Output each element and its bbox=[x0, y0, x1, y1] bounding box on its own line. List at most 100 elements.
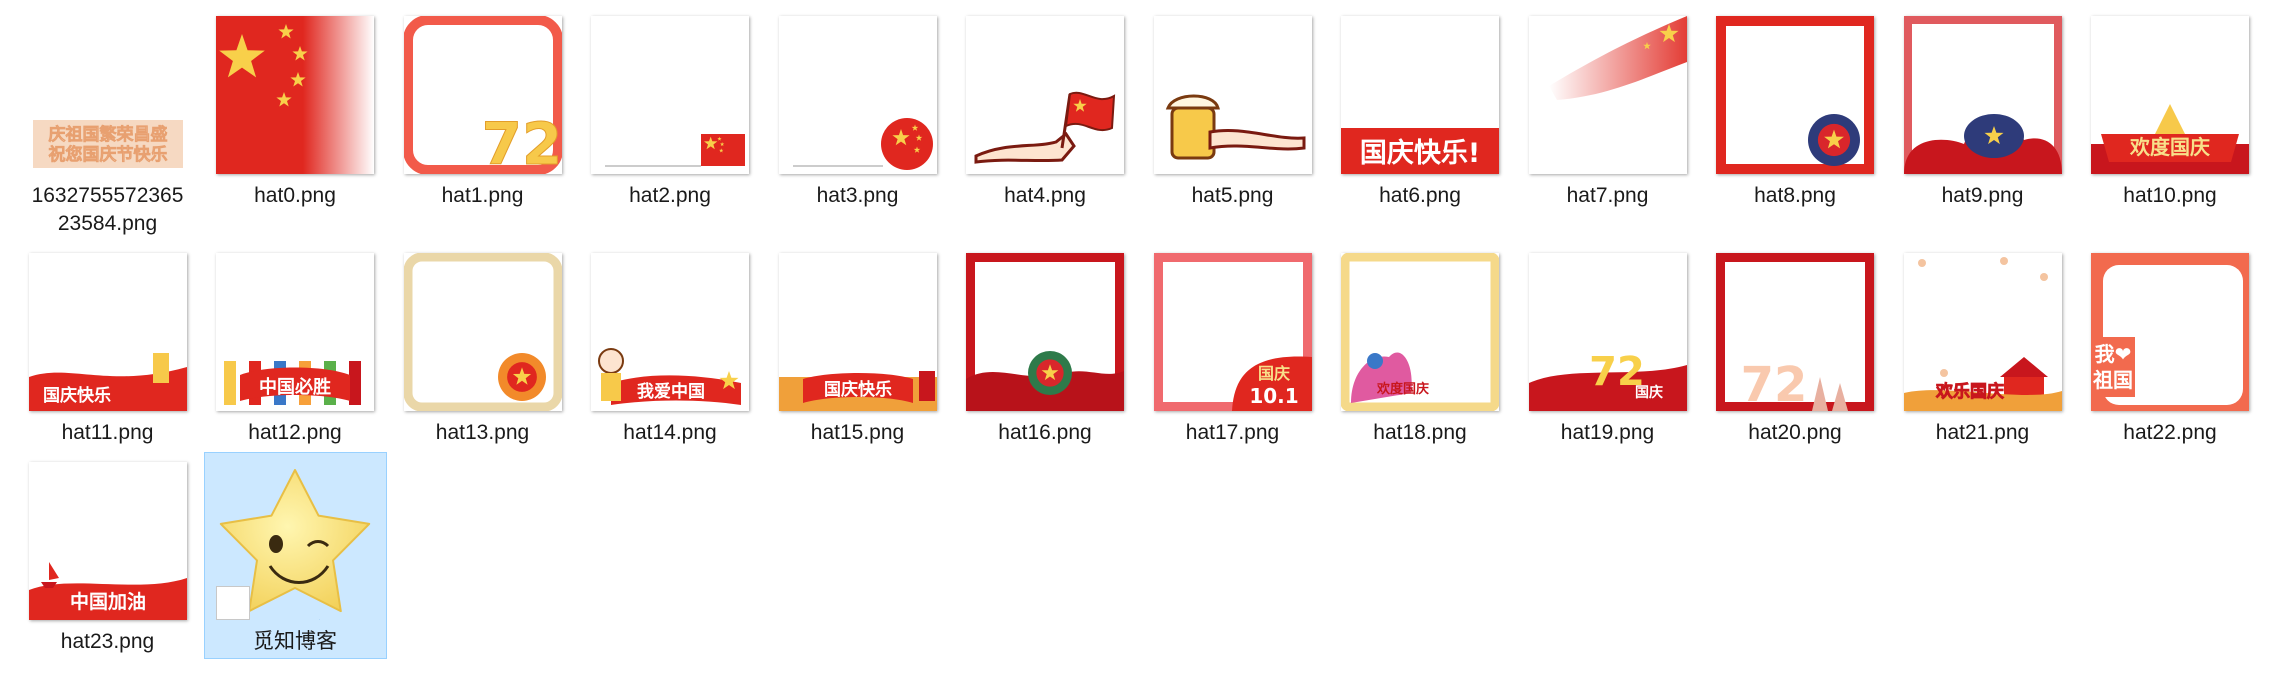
svg-text:72: 72 bbox=[481, 110, 561, 174]
file-item[interactable]: hat9.png bbox=[1891, 16, 2074, 210]
file-name: hat12.png bbox=[248, 421, 342, 444]
svg-text:10.1: 10.1 bbox=[1249, 384, 1298, 408]
thumbnail: 国庆快乐 bbox=[28, 253, 187, 411]
file-name: 觅知博客 bbox=[253, 630, 337, 653]
svg-text:祖国: 祖国 bbox=[2092, 368, 2133, 392]
file-item[interactable]: 我❤ 祖国 hat22.png bbox=[2079, 253, 2262, 447]
file-item[interactable]: 国庆快乐 hat15.png bbox=[766, 253, 949, 447]
file-item[interactable]: hat3.png bbox=[766, 16, 949, 210]
file-item[interactable]: 庆祖国繁荣昌盛 祝您国庆节快乐 1632755572365 23584.png bbox=[16, 16, 199, 238]
file-item[interactable]: 中国必胜 hat12.png bbox=[204, 253, 387, 447]
file-item[interactable]: 72 hat20.png bbox=[1704, 253, 1887, 447]
file-name: hat10.png bbox=[2123, 184, 2217, 207]
file-item[interactable]: hat0.png bbox=[204, 16, 387, 210]
thumbnail-image bbox=[1548, 16, 1687, 100]
file-item[interactable]: 国庆快乐 hat11.png bbox=[16, 253, 199, 447]
file-name: hat1.png bbox=[441, 184, 524, 207]
thumbnail: 中国加油 bbox=[28, 462, 187, 620]
thumbnail: 欢度国庆 bbox=[2091, 16, 2249, 174]
thumbnail: 国庆快乐 bbox=[778, 253, 937, 411]
thumbnail-image: 国庆快乐 bbox=[28, 353, 187, 411]
file-item[interactable]: 72 hat1.png bbox=[391, 16, 574, 210]
file-name: hat21.png bbox=[1935, 421, 2030, 444]
thumbnail: 庆祖国繁荣昌盛 祝您国庆节快乐 bbox=[29, 16, 187, 174]
thumbnail-image: 欢乐国庆 bbox=[1903, 257, 2062, 411]
file-name: hat8.png bbox=[1754, 184, 1836, 207]
thumbnail bbox=[966, 16, 1124, 174]
file-name: hat5.png bbox=[1191, 184, 1274, 207]
svg-text:国庆: 国庆 bbox=[1635, 384, 1663, 401]
file-item[interactable]: hat5.png bbox=[1141, 16, 1324, 210]
file-name: hat18.png bbox=[1373, 421, 1467, 444]
file-item[interactable]: hat4.png bbox=[954, 16, 1137, 210]
shortcut-item[interactable]: 觅知博客 bbox=[203, 452, 387, 659]
svg-text:我爱中国: 我爱中国 bbox=[637, 381, 705, 402]
thumbnail-image bbox=[605, 134, 745, 167]
thumbnail-image: 欢度国庆 bbox=[1341, 253, 1499, 411]
thumbnail-image: 我❤祖国 bbox=[2091, 253, 2249, 411]
svg-text:欢乐国庆: 欢乐国庆 bbox=[1935, 381, 2004, 402]
thumbnail bbox=[591, 16, 749, 174]
file-name: hat14.png bbox=[623, 421, 717, 444]
svg-text:庆祖国繁荣昌盛: 庆祖国繁荣昌盛 bbox=[48, 124, 167, 145]
file-item[interactable]: hat7.png bbox=[1516, 16, 1699, 210]
thumbnail: 72 bbox=[1716, 253, 1874, 411]
file-item[interactable]: hat2.png bbox=[579, 16, 762, 210]
thumbnail-image: 国庆快乐 bbox=[778, 371, 937, 411]
svg-text:72: 72 bbox=[1741, 357, 1808, 411]
thumbnail-image bbox=[216, 16, 374, 174]
svg-text:欢度国庆: 欢度国庆 bbox=[2129, 135, 2210, 159]
file-name: hat23.png bbox=[60, 630, 155, 653]
thumbnail: 我爱中国 bbox=[591, 253, 749, 411]
thumbnail-image bbox=[974, 91, 1116, 164]
file-name: hat13.png bbox=[435, 421, 530, 444]
svg-text:欢度国庆: 欢度国庆 bbox=[1376, 381, 1429, 397]
file-name: hat2.png bbox=[629, 184, 711, 207]
svg-text:国庆快乐: 国庆快乐 bbox=[43, 385, 111, 406]
svg-text:国庆快乐: 国庆快乐 bbox=[824, 379, 892, 400]
file-item[interactable]: hat13.png bbox=[391, 253, 574, 447]
file-name: hat3.png bbox=[816, 184, 899, 207]
thumbnail: 72 bbox=[403, 16, 562, 174]
file-name: 1632755572365 23584.png bbox=[31, 184, 184, 235]
svg-text:祝您国庆节快乐: 祝您国庆节快乐 bbox=[48, 144, 167, 165]
file-name: hat11.png bbox=[61, 421, 154, 444]
file-name: hat17.png bbox=[1185, 421, 1280, 444]
svg-text:国庆快乐!: 国庆快乐! bbox=[1360, 137, 1480, 169]
file-item[interactable]: 欢度国庆 hat10.png bbox=[2079, 16, 2262, 210]
thumbnail-image: 欢度国庆 bbox=[2091, 104, 2249, 174]
thumbnail bbox=[1903, 16, 2062, 174]
thumbnail-image bbox=[403, 253, 562, 411]
file-item[interactable]: 我爱中国 hat14.png bbox=[579, 253, 762, 447]
file-item[interactable]: 国庆快乐! hat6.png bbox=[1329, 16, 1512, 210]
file-name: hat4.png bbox=[1004, 184, 1086, 207]
thumbnail bbox=[403, 253, 562, 411]
svg-text:我❤: 我❤ bbox=[2095, 342, 2132, 366]
file-item[interactable]: hat16.png bbox=[954, 253, 1137, 447]
thumbnail-image bbox=[1716, 16, 1874, 174]
thumbnail: 72 国庆 bbox=[1528, 253, 1687, 411]
app-icon bbox=[216, 462, 374, 620]
file-name: hat22.png bbox=[2123, 421, 2217, 444]
file-item[interactable]: 欢乐国庆 hat21.png bbox=[1891, 253, 2074, 447]
thumbnail-image: 中国必胜 bbox=[224, 361, 361, 405]
thumbnail-image: 国庆快乐! bbox=[1341, 128, 1499, 174]
thumbnail-image: 我爱中国 bbox=[598, 348, 741, 405]
svg-text:中国加油: 中国加油 bbox=[69, 590, 145, 613]
thumbnail-image bbox=[1903, 16, 2062, 174]
file-item[interactable]: 中国加油 hat23.png bbox=[16, 452, 199, 656]
svg-text:72: 72 bbox=[1589, 349, 1645, 395]
file-item[interactable]: 欢度国庆 hat18.png bbox=[1329, 253, 1512, 447]
file-name: hat6.png bbox=[1379, 184, 1461, 207]
thumbnail: 国庆快乐! bbox=[1341, 16, 1499, 174]
file-item[interactable]: 国庆 10.1 hat17.png bbox=[1141, 253, 1324, 447]
thumbnail-image: 中国加油 bbox=[28, 562, 187, 620]
file-item[interactable]: 72 国庆 hat19.png bbox=[1516, 253, 1699, 447]
file-name: hat20.png bbox=[1748, 421, 1842, 444]
thumbnail bbox=[216, 16, 374, 174]
thumbnail: 我❤ 祖国 bbox=[2091, 253, 2249, 411]
file-item[interactable]: hat8.png bbox=[1704, 16, 1887, 210]
file-name: hat9.png bbox=[1941, 184, 2024, 207]
